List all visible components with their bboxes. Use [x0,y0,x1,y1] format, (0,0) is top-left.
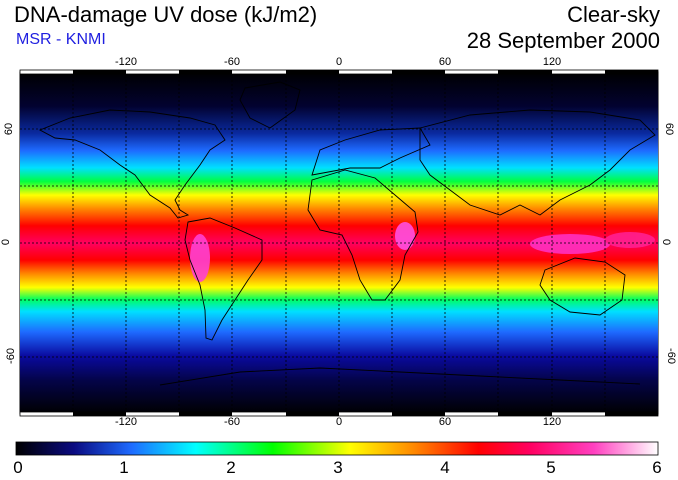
sky-condition-label: Clear-sky [567,2,660,27]
pacific-hotspot [605,232,655,248]
africa-coast [307,169,419,301]
colorbar-label: 4 [440,458,450,477]
lon-tick-bottom: -60 [224,416,240,428]
colorbar-label: 1 [119,458,129,477]
lat-tick-right: 60 [663,122,676,136]
east-africa-hotspot [395,222,415,250]
lat-tick-left: 0 [0,238,13,246]
frame-border [19,69,659,417]
map-title: DNA-damage UV dose (kJ/m2) [14,2,318,27]
colorbar-label: 6 [652,458,662,477]
antarctica-coast [159,367,641,386]
lat-tick-right: 0 [660,238,673,246]
lat-tick-left: 60 [3,122,16,136]
lat-tick-left: -60 [4,348,17,364]
andes-hotspot [190,234,210,282]
lon-tick-top: -120 [114,56,138,68]
source-label: MSR - KNMI [16,31,106,48]
greenland-coast [239,81,301,129]
colorbar-label: 5 [546,458,556,477]
lon-tick-bottom: 0 [335,416,343,428]
colorbar [15,441,659,456]
colorbar-label: 0 [13,458,23,477]
south-america-coast [184,217,263,341]
colorbar-label: 2 [226,458,236,477]
lon-tick-top: 120 [542,56,562,68]
lat-tick-right: -60 [664,348,677,364]
lon-tick-top: 0 [335,56,343,68]
north-america-coast [38,109,226,219]
lon-tick-bottom: 120 [542,416,562,428]
date-label: 28 September 2000 [466,28,660,53]
colorbar-label: 3 [333,458,343,477]
graticule [20,72,658,414]
coastlines [38,81,656,386]
lon-tick-bottom: -120 [114,416,138,428]
australia-coast [539,257,626,316]
indonesia-hotspot [530,234,610,254]
lon-tick-top: 60 [438,56,452,68]
lon-tick-top: -60 [224,56,240,68]
lon-tick-bottom: 60 [438,416,452,428]
europe-coast [311,127,431,176]
asia-coast [419,109,656,216]
